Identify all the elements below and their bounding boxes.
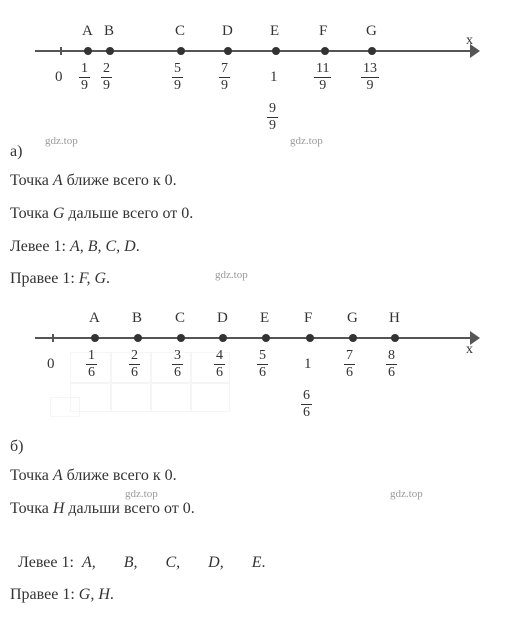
part-a-text1: Точка A ближе всего к 0. [10,171,498,192]
point-dot-b-D [219,334,227,342]
fraction-a-D: 7 9 [219,61,230,94]
point-label-a-B: B [104,23,114,40]
point-label-b-B: B [132,310,142,327]
below-frac-a: 9 9 [267,101,278,134]
point-label-a-A: A [82,23,93,40]
point-label-a-F: F [319,23,327,40]
fraction-b-D: 4 6 [214,348,225,381]
point-label-a-E: E [270,23,279,40]
point-label-a-G: G [366,23,377,40]
point-dot-a-B [106,47,114,55]
fraction-b-H: 8 6 [386,348,397,381]
part-b-text2: Точка H дальши всего от 0. [10,499,498,520]
fraction-a-F: 11 9 [314,61,331,94]
point-dot-b-G [349,334,357,342]
point-dot-a-E [272,47,280,55]
tick-zero-a [60,47,62,55]
point-label-b-H: H [389,310,400,327]
point-dot-b-C [177,334,185,342]
one-label-a: 1 [270,69,278,86]
watermark: gdz.top [215,269,248,281]
zero-label-b: 0 [47,356,55,373]
number-line-a: x 0 A 1 9 B 2 9 C 5 9 D 7 9 E 1 9 9 F 11… [10,15,498,135]
point-dot-b-F [306,334,314,342]
fraction-b-B: 2 6 [129,348,140,381]
tick-zero-b [52,334,54,342]
part-b-text4: Правее 1: G, H. [10,585,498,606]
part-a-text3: Левее 1: A, B, C, D. [10,237,498,258]
zero-label-a: 0 [55,69,63,86]
point-dot-a-D [224,47,232,55]
watermark: gdz.top [390,488,423,500]
point-dot-a-G [368,47,376,55]
point-label-a-D: D [222,23,233,40]
point-label-b-D: D [217,310,228,327]
x-axis-label-a: x [466,33,473,49]
part-b-label: б) [10,438,498,456]
axis-line-b [35,337,473,339]
fraction-b-G: 7 6 [344,348,355,381]
point-label-b-E: E [260,310,269,327]
fraction-a-A: 1 9 [79,61,90,94]
point-dot-b-A [91,334,99,342]
x-axis-label-b: x [466,342,473,358]
fraction-a-G: 13 9 [361,61,379,94]
part-a-label: а) [10,143,498,161]
fraction-b-E: 5 6 [257,348,268,381]
point-dot-b-B [134,334,142,342]
below-frac-b: 6 6 [301,388,312,421]
part-b-text3: Левее 1: A, B, C, D, E. [10,532,498,574]
axis-line-a [35,50,473,52]
point-label-a-C: C [175,23,185,40]
point-dot-b-H [391,334,399,342]
fraction-b-C: 3 6 [172,348,183,381]
watermark: gdz.top [125,488,158,500]
one-label-b: 1 [304,356,312,373]
point-dot-a-A [84,47,92,55]
fraction-b-A: 1 6 [86,348,97,381]
point-dot-a-C [177,47,185,55]
part-b-text1: Точка A ближе всего к 0. [10,466,498,487]
fraction-a-C: 5 9 [172,61,183,94]
point-label-b-G: G [347,310,358,327]
number-line-b: x 0 A 1 6 B 2 6 C 3 6 D 4 6 E 5 6 F 1 6 … [10,302,498,432]
point-label-b-F: F [304,310,312,327]
part-a-text4: Правее 1: F, G. [10,269,498,290]
point-dot-b-E [262,334,270,342]
point-label-b-A: A [89,310,100,327]
point-label-b-C: C [175,310,185,327]
part-a-text2: Точка G дальше всего от 0. [10,204,498,225]
watermark: gdz.top [290,135,323,147]
point-dot-a-F [321,47,329,55]
fraction-a-B: 2 9 [101,61,112,94]
watermark: gdz.top [45,135,78,147]
